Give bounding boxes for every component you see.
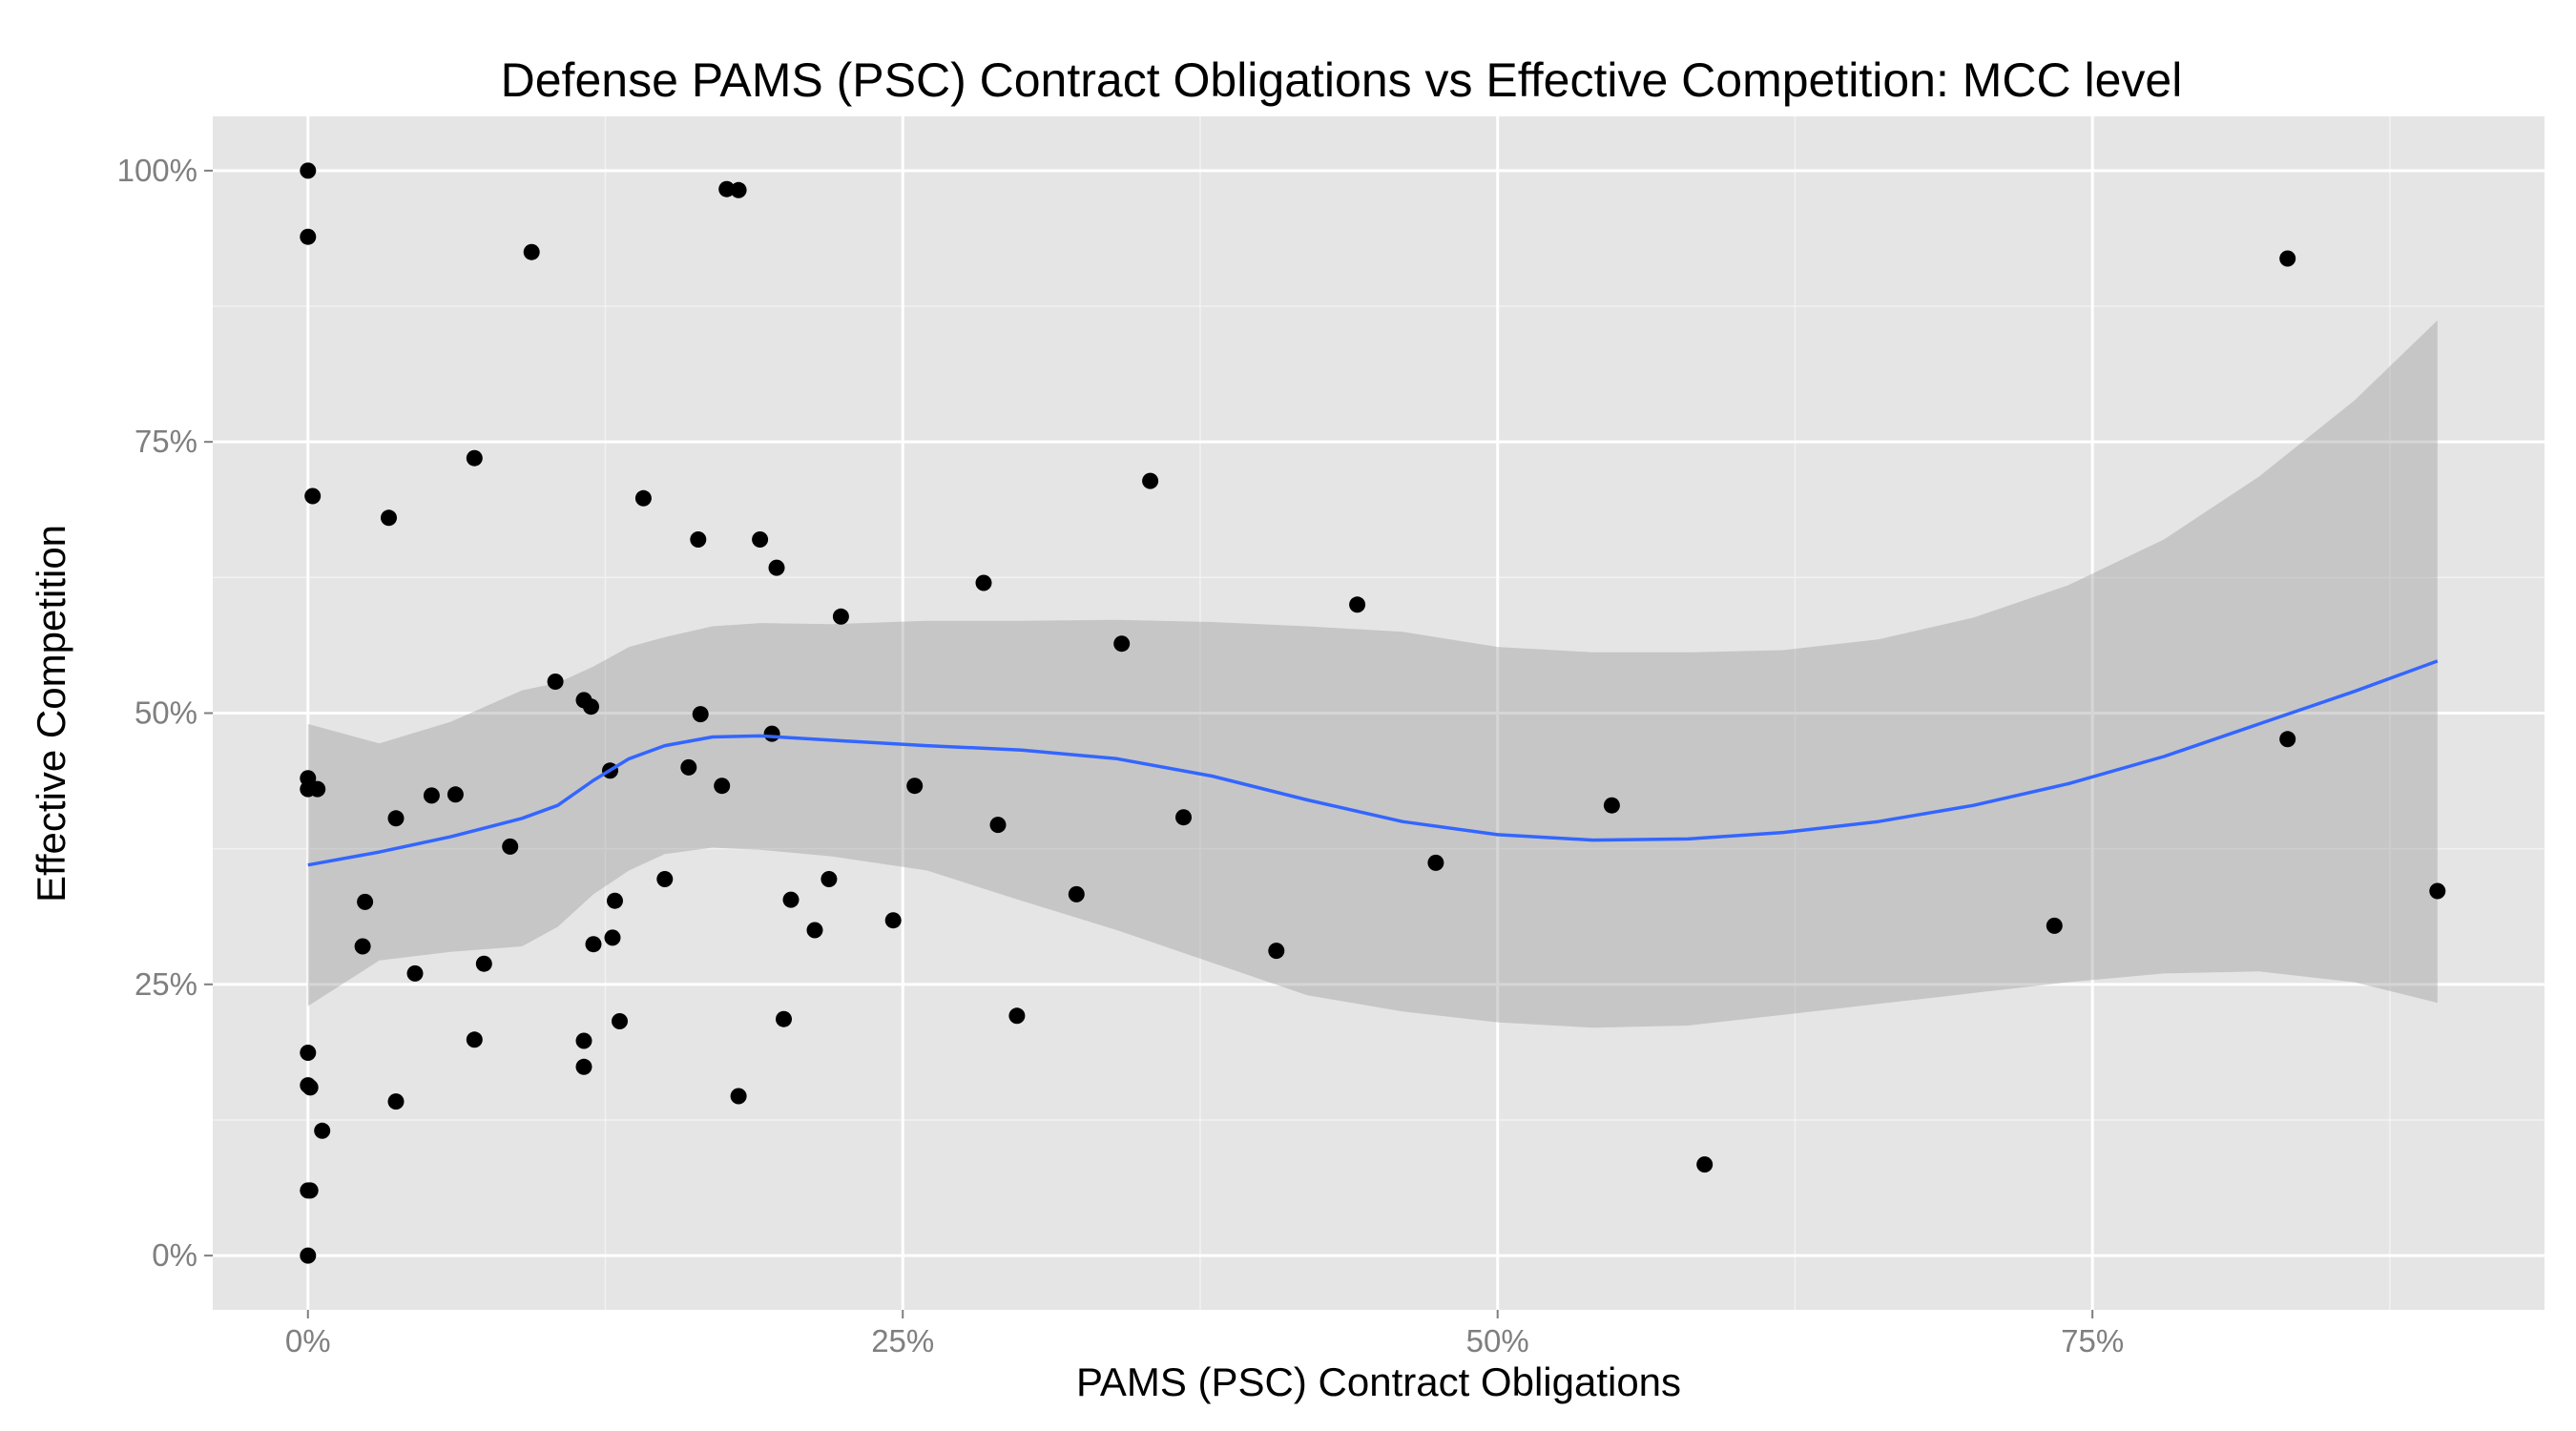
y-tick-label: 75% [135, 424, 197, 459]
data-point [752, 531, 769, 548]
y-tick-label: 50% [135, 695, 197, 731]
data-point [718, 180, 736, 197]
data-point [1113, 635, 1131, 653]
data-point [2046, 917, 2063, 934]
data-point [782, 891, 800, 908]
data-point [466, 1031, 483, 1048]
x-tick-label: 50% [1466, 1323, 1529, 1358]
data-point [301, 1182, 319, 1199]
data-point [309, 780, 326, 798]
data-point [1008, 1007, 1026, 1025]
data-point [304, 487, 322, 505]
data-point [585, 936, 602, 953]
x-tick-label: 75% [2061, 1323, 2124, 1358]
smooth-line [307, 659, 2439, 867]
data-point [1349, 596, 1366, 613]
x-tick-label: 0% [285, 1323, 331, 1358]
data-point [583, 698, 599, 716]
confidence-band [307, 320, 2438, 1028]
data-point [381, 509, 397, 527]
data-point [730, 1088, 747, 1105]
data-point [2279, 731, 2296, 748]
data-point [607, 892, 623, 909]
data-point [821, 871, 838, 887]
data-point [656, 871, 674, 887]
data-point [680, 758, 697, 776]
data-point [406, 964, 424, 982]
data-point [447, 786, 464, 803]
x-axis-title: PAMS (PSC) Contract Obligations [1076, 1359, 1681, 1404]
data-point [300, 1045, 317, 1061]
data-point [634, 489, 652, 507]
data-point [1696, 1156, 1714, 1173]
y-axis-title: Effective Competition [29, 525, 73, 902]
data-point [1175, 809, 1192, 826]
data-point [300, 162, 317, 179]
data-point [523, 243, 540, 260]
data-point [776, 1010, 792, 1027]
data-point [604, 929, 621, 946]
data-point [1427, 854, 1444, 871]
data-point [547, 674, 564, 690]
data-point [300, 1247, 317, 1264]
grid-major-lines [213, 116, 2545, 1310]
y-tick-label: 0% [152, 1237, 197, 1273]
data-point [2279, 250, 2296, 267]
x-axis-ticks: 0% 25% 50% 75% [285, 1310, 2124, 1358]
y-tick-label: 25% [135, 966, 197, 1002]
data-point [387, 1093, 405, 1110]
data-point [475, 955, 492, 972]
data-point [989, 817, 1007, 834]
data-point [357, 893, 374, 910]
data-point [730, 181, 747, 198]
chart-title: Defense PAMS (PSC) Contract Obligations … [501, 53, 2183, 107]
data-point [768, 559, 785, 576]
data-point [1603, 797, 1620, 814]
data-point [884, 912, 902, 929]
data-point [314, 1122, 331, 1139]
data-point [612, 1013, 628, 1029]
data-point [575, 1032, 592, 1049]
data-point [690, 531, 707, 548]
data-point [502, 838, 519, 855]
data-point [387, 810, 405, 827]
data-point [301, 1079, 319, 1096]
data-point [906, 778, 924, 795]
y-axis-ticks: 0% 25% 50% 75% 100% [117, 153, 213, 1273]
data-point [692, 706, 709, 723]
data-point [1142, 472, 1159, 489]
data-point [423, 787, 440, 804]
data-point [354, 938, 371, 955]
data-point [300, 228, 317, 245]
data-point [975, 574, 992, 591]
x-tick-label: 25% [871, 1323, 934, 1358]
data-point [832, 608, 849, 625]
y-tick-label: 100% [117, 153, 197, 188]
data-point [714, 778, 731, 795]
data-point [1068, 885, 1085, 902]
data-point [1268, 943, 1285, 960]
data-point [575, 1058, 592, 1075]
data-point [2429, 882, 2446, 900]
data-point [763, 725, 780, 742]
data-point [806, 922, 823, 939]
data-point [466, 449, 483, 467]
